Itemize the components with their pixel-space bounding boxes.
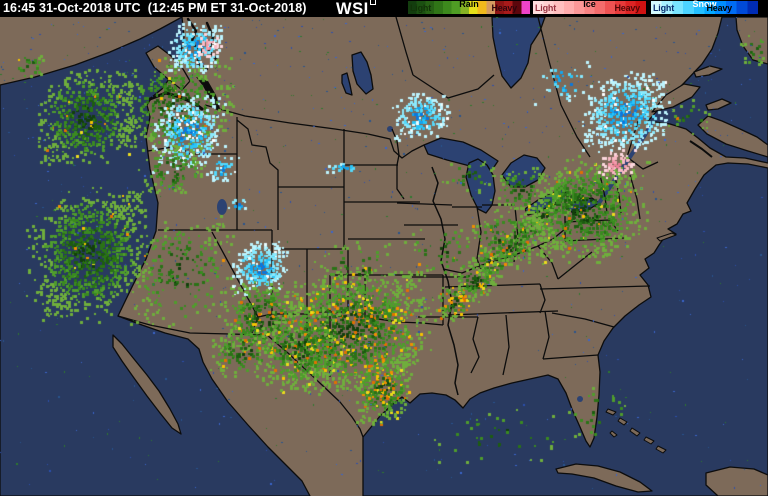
legend-ice-title: Ice (583, 0, 596, 9)
legend-ice-bar: Ice Light Heavy (533, 0, 646, 14)
legend-ice-light-label: Light (535, 3, 556, 13)
legend-rain-title: Rain (459, 0, 479, 9)
legend-snow-light-label: Light (653, 3, 674, 13)
legend-snow-title: Snow (692, 0, 717, 9)
timestamp: 16:45 31-Oct-2018 UTC (12:45 PM ET 31-Oc… (3, 1, 307, 15)
legend-rain-bar: Rain Light Heavy (408, 0, 530, 14)
legend-snow-bar: Snow Light Heavy (651, 0, 758, 14)
wsi-logo: WSI (336, 0, 376, 19)
radar-map (0, 17, 768, 496)
radar-layer (0, 17, 768, 496)
legend-ice-heavy-label: Heavy (614, 3, 640, 13)
legend-rain-heavy-label: Heavy (491, 3, 517, 13)
status-bar: 16:45 31-Oct-2018 UTC (12:45 PM ET 31-Oc… (0, 0, 768, 19)
wsi-logo-text: WSI (336, 0, 369, 18)
wsi-logo-degree-icon (369, 0, 376, 5)
legend-snow-heavy-label: Heavy (706, 3, 732, 13)
legend-rain-light-label: Light (410, 3, 431, 13)
